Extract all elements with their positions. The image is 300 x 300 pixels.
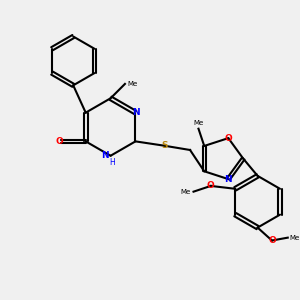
Text: S: S (161, 141, 167, 150)
Text: O: O (56, 137, 64, 146)
Text: Me: Me (128, 81, 138, 87)
Text: N: N (132, 108, 139, 117)
Text: N: N (224, 175, 232, 184)
Text: Me: Me (289, 235, 299, 241)
Text: O: O (224, 134, 232, 142)
Text: N: N (101, 151, 108, 160)
Text: O: O (268, 236, 276, 245)
Text: H: H (109, 158, 115, 167)
Text: Me: Me (180, 189, 191, 195)
Text: Me: Me (194, 120, 204, 126)
Text: O: O (207, 182, 214, 190)
